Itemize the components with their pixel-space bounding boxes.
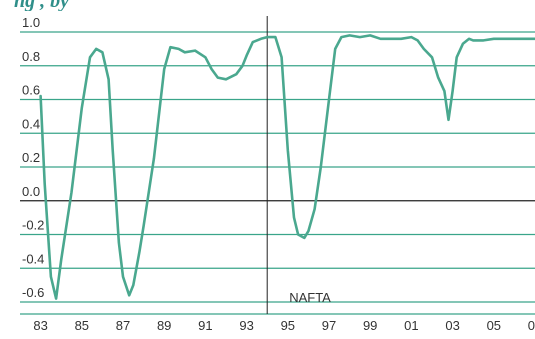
series-line <box>39 34 535 300</box>
nafta-annotation: NAFTA <box>289 290 331 305</box>
x-tick-label: 95 <box>281 318 295 333</box>
y-tick-label: -0.2 <box>22 218 44 233</box>
x-tick-label: 85 <box>75 318 89 333</box>
x-tick-label: 01 <box>404 318 418 333</box>
y-tick-label: -0.6 <box>22 285 44 300</box>
x-tick-label: 83 <box>33 318 47 333</box>
x-tick-label: 91 <box>198 318 212 333</box>
x-tick-label: 99 <box>363 318 377 333</box>
x-tick-label: 03 <box>445 318 459 333</box>
y-tick-label: 0.8 <box>22 49 40 64</box>
y-tick-label: 0.4 <box>22 116 40 131</box>
x-tick-label: 89 <box>157 318 171 333</box>
y-tick-label: 1.0 <box>22 15 40 30</box>
chart-title-fragment: ng , by <box>14 0 69 11</box>
y-tick-label: -0.4 <box>22 251 44 266</box>
x-tick-label: 05 <box>487 318 501 333</box>
x-tick-label: 07 <box>528 318 535 333</box>
y-tick-label: 0.2 <box>22 150 40 165</box>
x-tick-label: 87 <box>116 318 130 333</box>
x-tick-label: 93 <box>239 318 253 333</box>
y-tick-label: 0.0 <box>22 184 40 199</box>
x-tick-label: 97 <box>322 318 336 333</box>
y-tick-label: 0.6 <box>22 83 40 98</box>
